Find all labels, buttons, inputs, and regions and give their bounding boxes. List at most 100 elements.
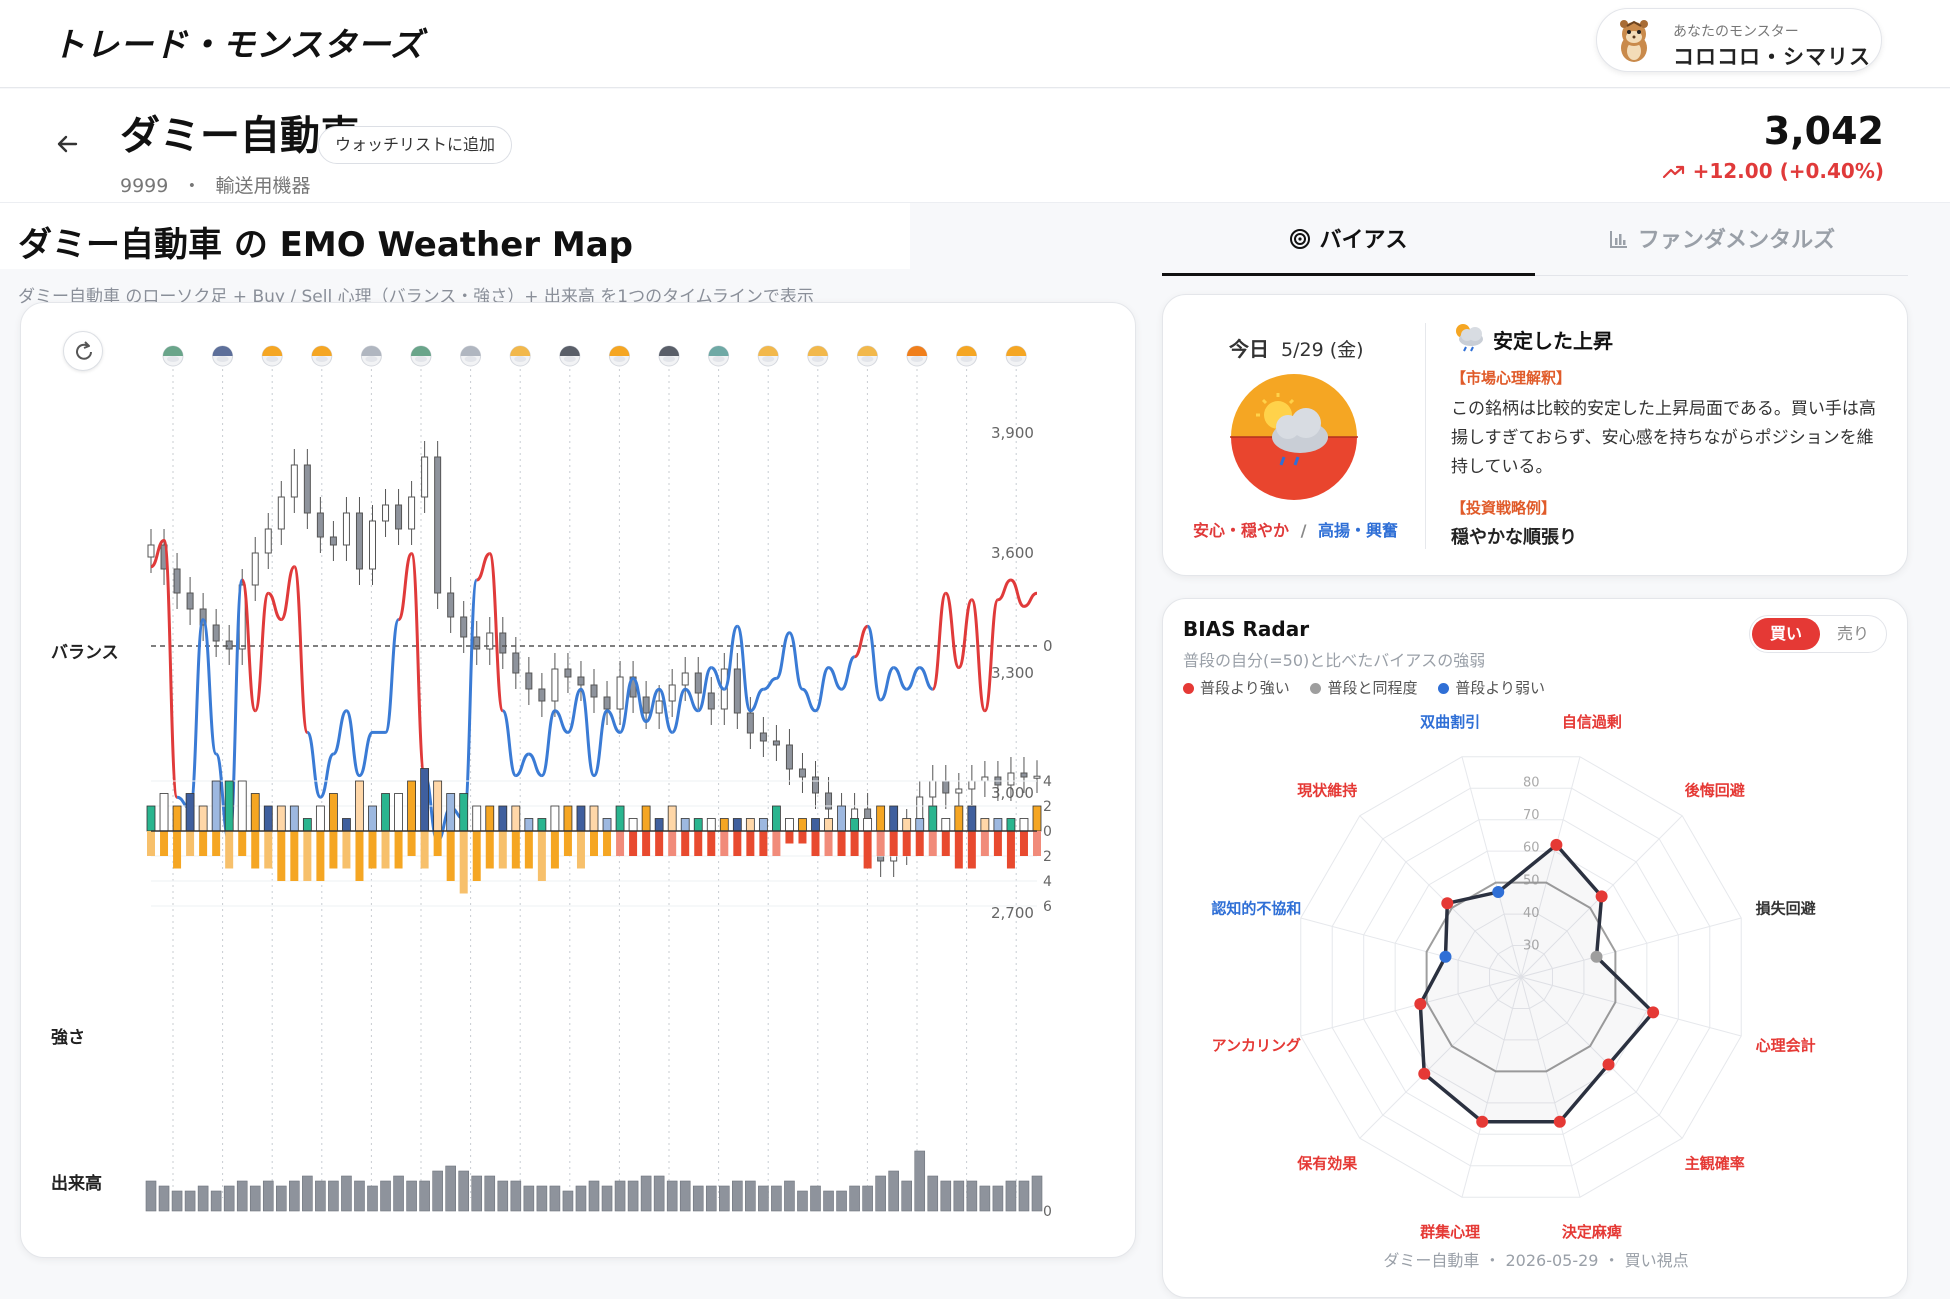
back-arrow-icon[interactable] [52,129,82,159]
strength-buy-bar [550,805,560,832]
strength-sell-bar [264,831,273,869]
strength-sell-bar [759,831,768,856]
strength-buy-bar [863,818,873,832]
volume-bar [158,1185,170,1212]
strength-buy-bar [576,805,586,832]
analysis-tabs: バイアス ファンダメンタルズ [1162,210,1908,276]
trend-up-icon [1662,165,1684,179]
radar-axis-label: 心理会計 [1756,1036,1816,1054]
volume-bar [197,1185,209,1212]
volume-bar [523,1185,535,1212]
balance-line-segment [606,709,621,734]
radar-point [1647,1006,1660,1019]
strength-buy-bar [289,805,299,832]
volume-bar [380,1180,391,1212]
volume-bar [732,1180,743,1212]
strength-sell-bar [524,831,533,869]
monster-profile-button[interactable]: あなたのモンスター コロコロ・シマリス [1596,8,1882,72]
candle-body [303,464,311,514]
strength-sell-bar [876,831,885,856]
candle-body [382,504,390,522]
weather-icon-top [411,346,431,356]
strength-buy-bar [407,780,416,832]
emo-weather-chart[interactable]: 3,900 3,600 3,300 3,000 2,700 0 4 2 0 2 4 6 0 バランス 強… [20,302,1136,1258]
strength-buy-bar [329,793,338,832]
tab-fundamentals[interactable]: ファンダメンタルズ [1535,210,1908,276]
radar-spoke [1520,976,1742,1037]
strength-buy-bar [472,805,482,832]
strength-buy-bar [446,793,456,832]
storm-icon [559,345,581,367]
radar-point [1476,1115,1489,1128]
weather-icon-cloud [365,356,378,362]
weather-icon-cloud [811,356,824,362]
balance-line-segment [645,687,660,724]
balance-line-segment [488,552,505,713]
legend-weaker: 普段より弱い [1438,679,1545,697]
today-date-value: 5/29 (金) [1281,339,1364,361]
balance-line-segment [318,752,335,799]
radar-spoke [1461,756,1522,978]
tab-bias[interactable]: バイアス [1162,210,1535,276]
strength-buy-bar [928,805,938,832]
radar-axis-label: アンカリング [1212,1036,1301,1054]
strength-buy-bar [159,793,169,832]
volume-bar [849,1185,860,1212]
strength-sell-bar [1006,831,1015,869]
volume-bar [862,1185,873,1212]
rain-sun-icon [162,345,184,367]
candle-body [525,672,533,690]
radar-point [1602,1058,1615,1071]
radar-axis-label: 決定麻痺 [1562,1223,1622,1241]
volume-bar [171,1190,183,1212]
app-logo[interactable]: トレード・モンスターズ [52,25,424,64]
balance-line-segment [906,666,921,691]
radar-spoke [1300,917,1522,978]
candle-body [408,496,416,530]
candle-body [147,544,155,558]
candle-body [812,776,819,794]
buy-toggle-button[interactable]: 買い [1752,618,1820,650]
sun-icon [311,345,333,367]
timeline-chart-svg[interactable]: 3,900 3,600 3,300 3,000 2,700 0 4 2 0 2 4 6 0 [21,303,1137,1259]
strength-sell-bar [1033,831,1041,856]
strength-sell-bar [889,831,898,856]
balance-line-segment [763,676,777,691]
weather-icon-top [956,346,977,356]
radar-point [1414,997,1427,1010]
strength-sell-bar [668,831,677,856]
strategy-text: 穏やかな順張り [1451,527,1577,548]
radar-axis-label: 自信過剰 [1562,713,1622,731]
balance-line-segment [957,598,974,670]
balance-line-segment [240,578,257,713]
strength-sell-bar [238,831,247,856]
balance-line-segment [853,624,869,659]
candle-body [564,668,572,678]
balance-line-segment [397,552,414,622]
radar-subtitle: 普段の自分(=50)と比べたバイアスの強弱 [1183,651,1486,670]
map-title-bar: ダミー自動車 の EMO Weather Map [0,203,910,269]
strength-buy-bar [706,818,716,832]
strength-buy-bar [641,805,651,832]
buy-sell-toggle[interactable]: 買い 売り [1749,615,1887,653]
candle-body [642,696,650,714]
weather-icon-top [1006,346,1027,356]
price-axis-tick: 3,300 [991,664,1034,682]
volume-bar [536,1185,548,1212]
radar-spoke [1461,976,1522,1198]
weather-icon-cloud [960,356,973,362]
reset-zoom-button[interactable] [63,331,103,371]
sun-cloud-icon [509,345,531,367]
strength-buy-bar [172,805,182,832]
volume-bar [966,1180,978,1212]
sell-toggle-button[interactable]: 売り [1836,624,1869,643]
volume-bar [497,1180,509,1212]
volume-bar [562,1190,574,1212]
price-change: +12.00 (+0.40%) [1662,159,1884,183]
radar-tick: 40 [1523,906,1540,921]
volume-bar [914,1150,926,1212]
strength-sell-bar [342,831,351,869]
radar-axis-label: 損失回避 [1756,900,1816,918]
balance-line-segment [931,591,948,691]
add-to-watchlist-button[interactable]: ウォッチリストに追加 [318,126,513,164]
